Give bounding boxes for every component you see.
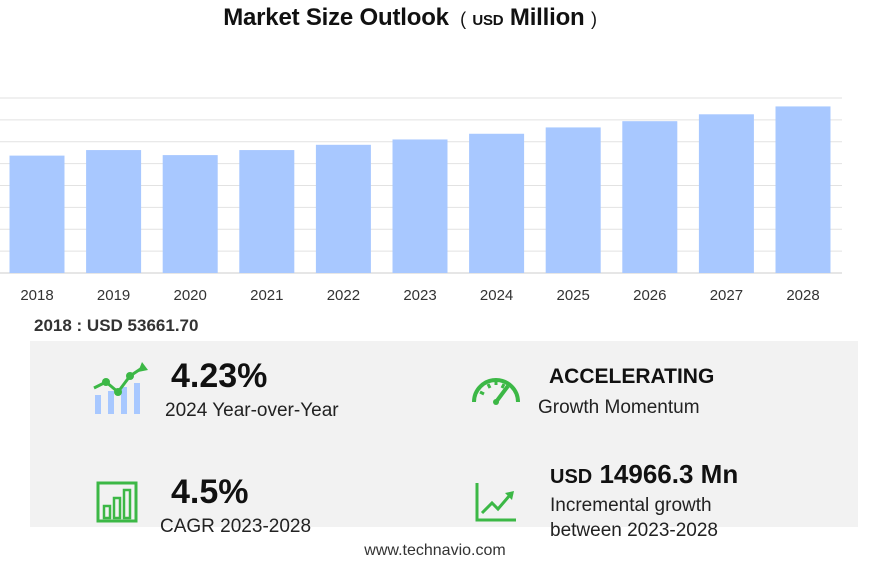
x-tick-label: 2026 (633, 287, 666, 304)
incremental-value: USD 14966.3 Mn (550, 459, 738, 490)
x-tick-label: 2024 (480, 287, 513, 304)
bar-2020 (162, 155, 218, 273)
incremental-label-line2: between 2023-2028 (550, 520, 718, 541)
bar-2025 (545, 127, 601, 273)
speedometer-icon (472, 378, 520, 405)
bar-2022 (315, 144, 371, 273)
x-tick-label: 2022 (327, 287, 360, 304)
bar-2024 (469, 133, 525, 273)
x-tick-label: 2027 (710, 287, 743, 304)
x-tick-label: 2019 (97, 287, 130, 304)
chart-title: Market Size Outlook ( USD Million ) (223, 4, 597, 31)
incremental-prefix: USD (550, 466, 593, 488)
x-tick-label: 2018 (20, 287, 53, 304)
x-tick-label: 2023 (403, 287, 436, 304)
x-tick-label: 2025 (557, 287, 590, 304)
x-tick-label: 2028 (786, 287, 819, 304)
momentum-value: ACCELERATING (549, 365, 715, 388)
bar-2028 (775, 106, 831, 273)
title-unit-suffix: Million (509, 4, 585, 31)
bar-2023 (392, 139, 448, 273)
bar-2018 (9, 155, 65, 273)
cagr-value: 4.5% (171, 473, 249, 511)
bar-2021 (239, 150, 295, 273)
line-chart-icon (475, 483, 516, 522)
bar-chart-icon (96, 481, 138, 523)
x-tick-label: 2021 (250, 287, 283, 304)
incremental-amount: 14966.3 Mn (599, 459, 739, 489)
bar-2027 (698, 114, 754, 273)
momentum-label: Growth Momentum (538, 397, 700, 418)
title-unit-prefix: USD (472, 12, 504, 29)
bar-2026 (622, 121, 678, 273)
footer-url: www.technavio.com (364, 542, 506, 559)
kpi-panel (30, 341, 858, 527)
base-year-value: 2018 : USD 53661.70 (34, 316, 199, 335)
yoy-value: 4.23% (171, 357, 268, 395)
incremental-label-line1: Incremental growth (550, 495, 712, 516)
cagr-label: CAGR 2023-2028 (160, 516, 312, 537)
bar-2019 (86, 150, 142, 273)
x-tick-label: 2020 (174, 287, 207, 304)
yoy-label: 2024 Year-over-Year (165, 400, 339, 421)
bar-trend-icon (93, 362, 148, 414)
title-text: Market Size Outlook (223, 4, 449, 31)
bar-chart: 2018 2019 2020 2021 2022 2023 2024 2025 2026 2027… (0, 97, 842, 304)
